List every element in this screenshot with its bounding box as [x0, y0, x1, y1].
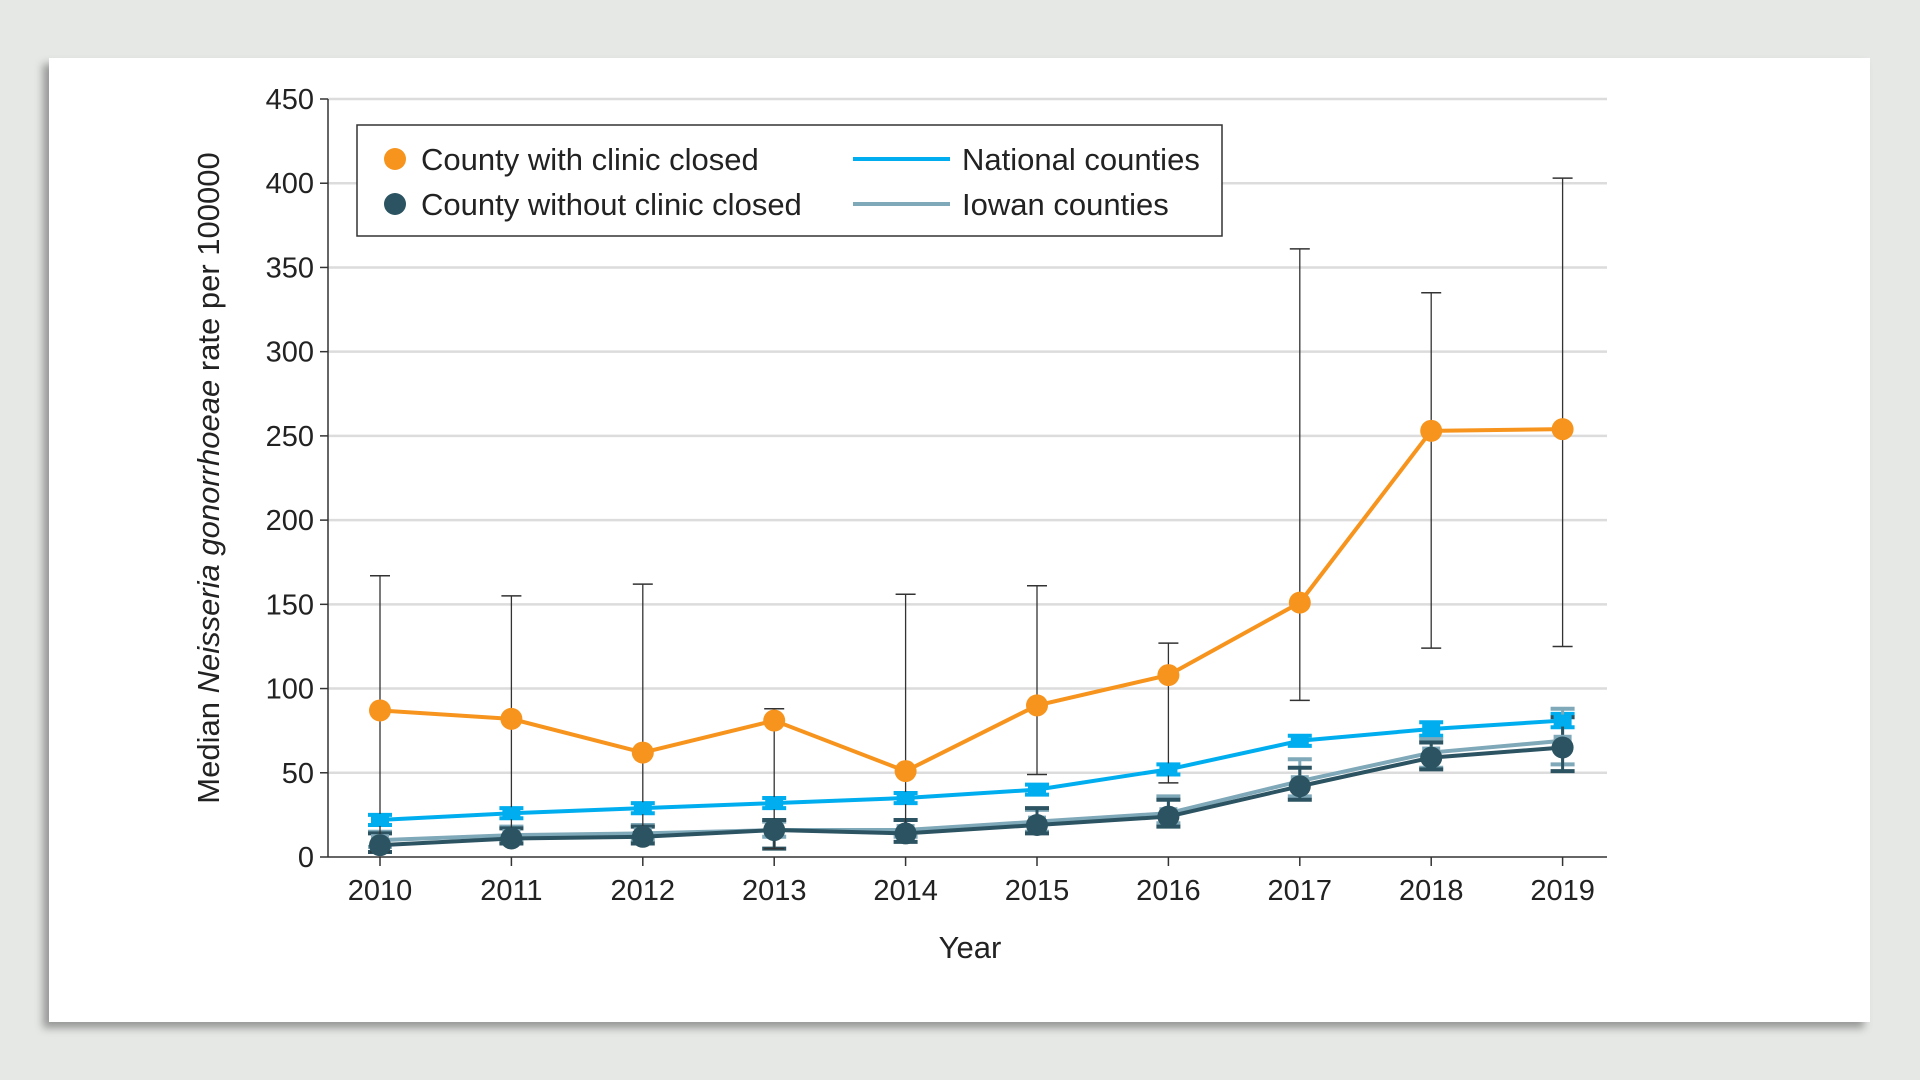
county-without-clinic-closed-point — [1157, 805, 1180, 828]
county-with-clinic-closed-point — [1026, 694, 1048, 717]
county-without-clinic-closed-point — [1551, 736, 1574, 759]
national-counties-point — [896, 792, 915, 805]
legend-label-iowan-counties: Iowan counties — [962, 187, 1169, 222]
national-counties-point — [633, 802, 652, 815]
x-tick-label: 2011 — [480, 875, 542, 907]
y-tick-label: 50 — [282, 758, 314, 790]
county-with-clinic-closed-point — [1157, 664, 1180, 687]
legend: County with clinic closed County without … — [356, 124, 1223, 237]
national-counties-point — [765, 797, 784, 810]
county-without-clinic-closed-point — [631, 825, 654, 848]
county-without-clinic-closed-line — [379, 745, 1563, 848]
county-with-clinic-closed-point — [763, 709, 786, 732]
y-axis-label: Median Neisseria gonorrhoeae rate per 10… — [191, 152, 226, 803]
x-tick-label: 2013 — [742, 875, 807, 907]
x-tick-label: 2017 — [1268, 875, 1333, 907]
national-counties-point — [1553, 714, 1572, 727]
county-with-clinic-closed-point — [631, 741, 654, 764]
y-tick-label: 100 — [266, 674, 314, 706]
legend-marker-county-with-clinic-closed — [384, 148, 406, 170]
x-tick-label: 2014 — [873, 875, 938, 907]
county-without-clinic-closed-point — [763, 819, 786, 842]
county-without-clinic-closed-point — [894, 822, 917, 845]
county-with-clinic-closed-point — [1288, 591, 1311, 614]
national-counties-line — [379, 718, 1563, 822]
y-tick-label: 250 — [266, 421, 314, 453]
legend-label-county-with-clinic-closed: County with clinic closed — [421, 142, 759, 177]
x-tick-label: 2019 — [1530, 875, 1595, 907]
y-tick-label: 400 — [266, 168, 314, 200]
national-counties-point — [1422, 722, 1441, 735]
county-with-clinic-closed-point — [894, 760, 917, 783]
legend-label-national-counties: National counties — [962, 142, 1200, 177]
y-tick-label: 300 — [266, 337, 314, 369]
y-tick-label: 0 — [298, 842, 314, 874]
county-without-clinic-closed-point — [369, 834, 391, 857]
county-with-clinic-closed-point — [369, 699, 391, 722]
county-with-clinic-closed-point — [500, 707, 523, 730]
y-tick-label: 350 — [266, 252, 314, 284]
national-counties-point — [1290, 734, 1309, 747]
county-without-clinic-closed-point — [1026, 813, 1048, 836]
legend-label-county-without-clinic-closed: County without clinic closed — [421, 187, 802, 222]
national-counties-point — [1159, 763, 1178, 776]
x-tick-label: 2015 — [1005, 875, 1070, 907]
county-with-clinic-closed-point — [1420, 419, 1443, 442]
x-tick-label: 2010 — [348, 875, 413, 907]
county-with-clinic-closed-point — [1551, 418, 1574, 441]
national-counties-point — [371, 813, 389, 826]
x-axis-label: Year — [939, 930, 1002, 965]
y-tick-label: 150 — [266, 589, 314, 621]
y-tick-label: 200 — [266, 505, 314, 537]
x-tick-label: 2016 — [1136, 875, 1201, 907]
county-without-clinic-closed-point — [1288, 775, 1311, 798]
national-counties-point — [502, 807, 521, 820]
national-counties-point — [1028, 783, 1046, 796]
x-tick-label: 2012 — [611, 875, 676, 907]
legend-box — [356, 124, 1223, 237]
iowan-counties-line — [379, 738, 1563, 843]
x-tick-label: 2018 — [1399, 875, 1464, 907]
y-tick-label: 450 — [266, 84, 314, 116]
legend-marker-county-without-clinic-closed — [384, 193, 406, 215]
county-without-clinic-closed-point — [500, 827, 523, 850]
county-without-clinic-closed-point — [1420, 746, 1443, 769]
county-with-clinic-closed-line — [379, 427, 1563, 774]
